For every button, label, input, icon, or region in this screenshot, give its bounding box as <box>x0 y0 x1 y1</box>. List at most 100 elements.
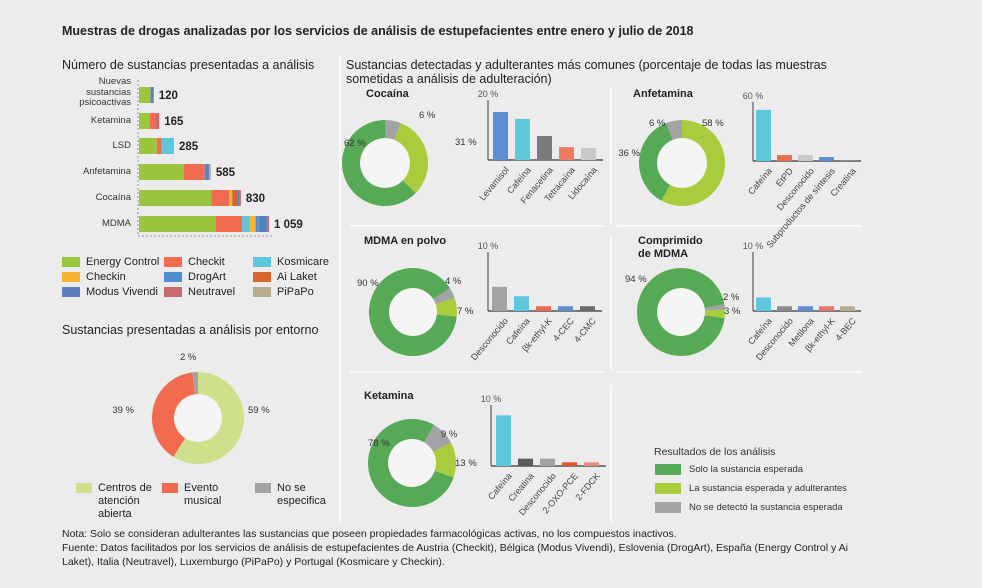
donut-slice <box>369 268 457 356</box>
bar <box>562 462 577 466</box>
legend-item: Ai Laket <box>253 271 317 283</box>
slice-label: 36 % <box>618 148 640 159</box>
legend-swatch <box>62 287 80 297</box>
bar-category-label: LSD <box>112 140 131 151</box>
slice-label: 90 % <box>357 278 379 289</box>
panel-title-mdma-polvo: MDMA en polvo <box>364 235 447 247</box>
legend-item: No se especifica <box>255 482 345 508</box>
slice-label: 31 % <box>455 137 477 148</box>
panel-title-mdma-comprimido: Comprimido de MDMA <box>638 235 703 260</box>
donut-slice <box>152 372 196 457</box>
bar-segment-energy-control <box>139 87 151 103</box>
legend-label: Neutravel <box>188 286 236 298</box>
bar-total-label: 830 <box>246 193 265 205</box>
bar-segment-neutravel <box>239 190 241 206</box>
slice-label: 2 % <box>180 352 197 363</box>
legend-item: DrogArt <box>164 271 226 283</box>
bar <box>537 136 552 160</box>
bar <box>518 458 533 466</box>
legend-item: Energy Control <box>62 256 159 268</box>
bar-segment-ai-laket <box>232 190 238 206</box>
bar <box>798 306 813 311</box>
legend-swatch <box>164 257 182 267</box>
bar <box>514 296 529 311</box>
legend-label: Centros de atención abierta <box>98 482 152 520</box>
bar-segment-drogart <box>204 164 207 180</box>
donut-slice <box>342 120 416 206</box>
legend-swatch <box>253 287 271 297</box>
donut-hole <box>389 288 437 336</box>
donut-hole <box>360 138 410 188</box>
slice-label: 78 % <box>368 438 390 449</box>
slice-label: 94 % <box>625 274 647 285</box>
adulteration-title: Sustancias detectadas y adulterantes más… <box>346 58 827 86</box>
slice-label: 4 % <box>445 276 462 287</box>
legend-swatch <box>655 483 681 494</box>
substances-chart-title: Número de sustancias presentadas a análi… <box>62 58 315 72</box>
legend-item: Solo la sustancia esperada <box>655 464 803 475</box>
bar-segment-energy-control <box>139 138 157 154</box>
bar <box>496 415 511 466</box>
legend-swatch <box>76 483 92 493</box>
bar-segment-energy-control <box>139 216 216 232</box>
legend-label: Energy Control <box>86 256 160 268</box>
slice-label: 9 % <box>441 429 458 440</box>
donut-slice <box>368 419 454 507</box>
bar-segment-checkit <box>215 216 243 232</box>
bar-total-label: 1 059 <box>274 219 303 231</box>
bar-segment-energy-control <box>139 113 151 129</box>
main-title: Muestras de drogas analizadas por los se… <box>62 24 694 38</box>
slice-label: 39 % <box>112 405 134 416</box>
legend-label: La sustancia esperada y adulterantes <box>689 483 847 494</box>
slice-label: 6 % <box>649 118 666 129</box>
legend-label: Ai Laket <box>277 271 317 283</box>
bar-category-label: Cafeína <box>746 166 774 197</box>
legend-label: DrogArt <box>188 271 226 283</box>
legend-label: Evento musical <box>184 482 222 507</box>
bar-category-label: 4-BEC <box>833 316 858 343</box>
legend-item: Evento musical <box>162 482 252 508</box>
legend-swatch <box>62 257 80 267</box>
bar <box>492 286 507 311</box>
donut-slice <box>423 424 451 453</box>
legend-swatch <box>655 502 681 513</box>
bar <box>540 458 555 466</box>
bar-total-label: 120 <box>159 90 178 102</box>
bar-segment-drogart <box>255 216 259 232</box>
legend-item: Checkin <box>62 271 126 283</box>
legend-label: Kosmicare <box>277 256 329 268</box>
bar-total-label: 165 <box>164 116 184 128</box>
bar-category-label: Levamisol <box>477 165 511 202</box>
donut-slice <box>384 120 401 140</box>
y-max-label: 10 % <box>478 241 499 251</box>
source-text: Fuente: Datos facilitados por los servic… <box>62 542 848 568</box>
donut-slice <box>435 297 457 317</box>
bar-segment-energy-control <box>139 164 184 180</box>
bar-segment-energy-control <box>139 190 212 206</box>
notes: Nota: Solo se consideran adulterantes la… <box>62 527 862 569</box>
legend-swatch <box>62 272 80 282</box>
bar <box>777 155 792 161</box>
slice-label: 2 % <box>723 292 740 303</box>
bar <box>756 297 771 311</box>
legend-item: No se detectó la sustancia esperada <box>655 502 843 513</box>
donut-slice <box>639 123 674 201</box>
bar <box>536 306 551 311</box>
donut-hole <box>174 394 222 442</box>
legend-swatch <box>162 483 178 493</box>
y-max-label: 10 % <box>743 241 764 251</box>
bar-category-label: MDMA <box>101 218 131 229</box>
legend-swatch <box>255 483 271 493</box>
legend-item: La sustancia esperada y adulterantes <box>655 483 847 494</box>
slice-label: 58 % <box>702 118 724 129</box>
donut-slice <box>173 372 244 464</box>
panel-title-ketamina: Ketamina <box>364 390 414 402</box>
bar-segment-modus-vivendi <box>206 164 209 180</box>
bar <box>756 109 771 161</box>
bar-segment-kosmicare <box>161 138 174 154</box>
slice-label: 3 % <box>724 306 741 317</box>
note-text: Nota: Solo se consideran adulterantes la… <box>62 528 677 540</box>
slice-label: 62 % <box>344 138 366 149</box>
